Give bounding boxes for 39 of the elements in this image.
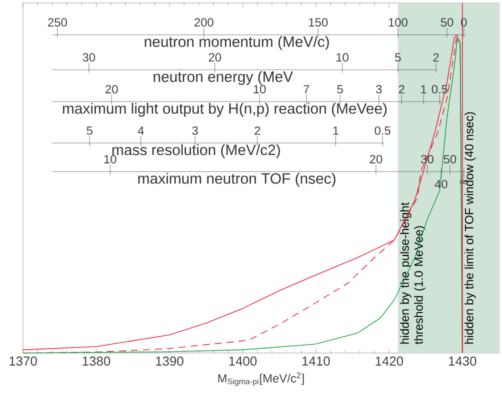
x-tick-label: 1430 — [448, 356, 476, 366]
annotation: 4 — [138, 126, 144, 135]
x-tick-label: 1380 — [82, 356, 110, 366]
x-tick-label: 1410 — [302, 356, 330, 366]
annotation: 150 — [309, 18, 328, 27]
annotation: 20 — [208, 53, 222, 62]
annotation: 20 — [370, 154, 382, 164]
annotation: 5 — [86, 126, 92, 135]
annotation: 5 — [395, 53, 401, 62]
annotation: 30 — [82, 53, 96, 62]
band-label: hidden by the pulse-height threshold (1.0 MeVee) — [400, 202, 426, 344]
x-tick-label: 1400 — [229, 356, 257, 366]
annotation: 2 — [433, 53, 439, 62]
x-tick-label: 1420 — [376, 356, 404, 366]
ref-line-label: maximum neutron TOF (nsec) — [138, 172, 336, 187]
x-tick-label: 1370 — [10, 356, 37, 366]
annotation: 10 — [254, 84, 266, 94]
annotation: 50 — [444, 154, 456, 164]
annotation: 7 — [304, 85, 310, 94]
annotation: 2 — [254, 126, 260, 135]
ref-line-label: neutron momentum (MeV/c) — [144, 36, 329, 50]
annotation: 2 — [398, 85, 404, 94]
ref-line-label: maximum light output by H(n,p) reaction (MeVee) — [62, 102, 387, 117]
annotation: 200 — [194, 18, 214, 27]
annotation: 1 — [333, 126, 338, 135]
annotation: 10 — [104, 154, 116, 164]
annotation: 1 — [421, 85, 426, 94]
annotation: 100 — [388, 18, 408, 27]
annotation: 20 — [106, 84, 118, 94]
annotation: 3 — [376, 84, 382, 94]
annotation: 250 — [48, 18, 67, 27]
annotation: 10 — [336, 53, 348, 62]
annotation: 3 — [192, 126, 198, 135]
x-axis-title: M$_{Sigma-pi}$[MeV/c$^{2}$] — [218, 372, 304, 386]
annotation: 50 — [440, 18, 454, 27]
annotation: 0.5 — [374, 126, 390, 135]
x-tick-label: 1390 — [156, 356, 184, 366]
ref-line-label: neutron energy (MeV — [154, 71, 294, 85]
annotation: 5 — [337, 85, 343, 94]
